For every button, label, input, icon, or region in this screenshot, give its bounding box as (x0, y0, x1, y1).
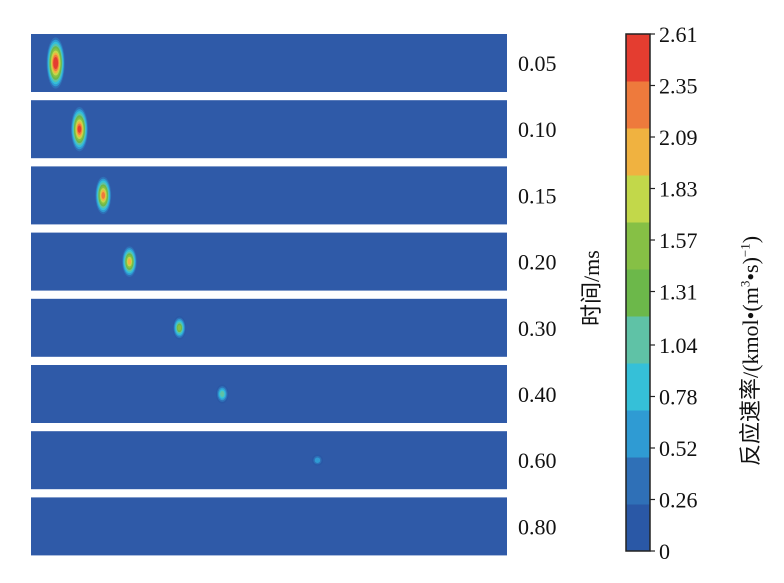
colorbar-segment-0 (626, 504, 650, 552)
colorbar-tick-0.78: 0.78 (659, 384, 698, 409)
panel-0.30 (31, 298, 507, 357)
colorbar-tick-2.61: 2.61 (659, 22, 698, 47)
panel-0.05 (31, 34, 507, 92)
colorbar-tick-0.26: 0.26 (659, 487, 698, 512)
flame-front-0.15 (95, 176, 112, 215)
panel-0.20 (31, 232, 507, 291)
panel-0.10 (31, 100, 507, 159)
flame-level-0.20-7 (127, 258, 132, 265)
colorbar-segment-3 (626, 363, 650, 411)
flame-level-0.05-10 (53, 59, 58, 67)
colorbar-tick-2.35: 2.35 (659, 74, 698, 99)
colorbar-segment-5 (626, 269, 650, 317)
colorbar-segment-7 (626, 175, 650, 223)
colorbar (625, 33, 651, 552)
colorbar-tick-1.04: 1.04 (659, 333, 698, 358)
colorbar-segment-9 (626, 81, 650, 129)
flame-front-0.30 (172, 316, 187, 340)
time-tick-0.10: 0.10 (518, 117, 557, 142)
colorbar-segment-6 (626, 222, 650, 270)
time-tick-0.40: 0.40 (518, 382, 557, 407)
colorbar-tick-1.31: 1.31 (659, 280, 698, 305)
time-tick-0.60: 0.60 (518, 448, 557, 473)
flame-front-0.60 (311, 454, 324, 466)
panel-0.40 (31, 365, 507, 423)
colorbar-tick-0.52: 0.52 (659, 436, 698, 461)
colorbar-frame (625, 33, 651, 552)
colorbar-tick-1.57: 1.57 (659, 228, 698, 253)
time-tick-0.20: 0.20 (518, 250, 557, 275)
flame-level-0.10-9 (77, 125, 82, 133)
panel-0.60 (31, 431, 507, 490)
time-tick-0.05: 0.05 (518, 51, 557, 76)
heatmap-panels (31, 34, 507, 556)
colorbar-tick-labels: 0 0.26 0.52 0.78 1.04 1.31 1.57 1.83 2.09 2.35 2.6… (650, 22, 698, 564)
colorbar-tick-0: 0 (659, 539, 670, 564)
flame-front-0.10 (70, 107, 88, 152)
flame-level-0.15-8 (101, 191, 106, 199)
flame-level-0.40-4 (220, 390, 225, 398)
flame-front-0.40 (215, 384, 229, 404)
time-tick-0.80: 0.80 (518, 514, 557, 539)
colorbar-segment-8 (626, 128, 650, 176)
colorbar-tick-2.09: 2.09 (659, 125, 698, 150)
time-tick-0.30: 0.30 (518, 316, 557, 341)
time-tick-0.15: 0.15 (518, 183, 557, 208)
flame-front-0.20 (122, 246, 137, 277)
panel-0.80 (31, 497, 507, 556)
colorbar-tick-1.83: 1.83 (659, 177, 698, 202)
colorbar-segment-10 (626, 34, 650, 82)
flame-level-0.60-2 (314, 457, 321, 463)
time-tick-labels: 0.05 0.10 0.15 0.20 0.30 0.40 0.60 0.80 (518, 51, 557, 539)
colorbar-segment-1 (626, 457, 650, 505)
colorbar-segment-4 (626, 316, 650, 364)
flame-level-0.30-6 (177, 324, 182, 331)
colorbar-segment-2 (626, 410, 650, 458)
flame-front-0.05 (46, 37, 65, 89)
